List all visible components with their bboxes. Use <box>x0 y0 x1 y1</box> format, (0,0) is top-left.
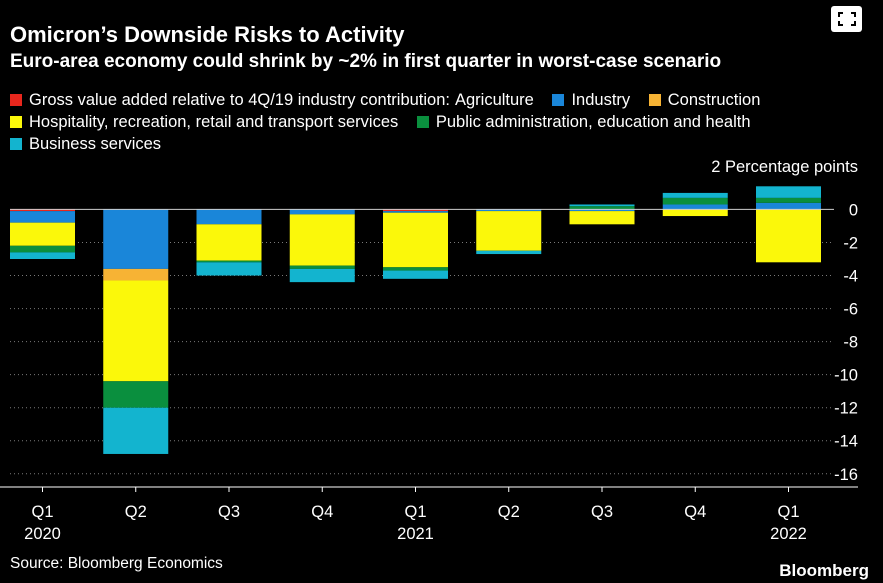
x-tick-label: Q2 <box>125 503 147 521</box>
bar-segment-industry <box>289 209 355 215</box>
y-tick-label: -4 <box>843 268 858 286</box>
bar-segment-hospitality <box>756 209 821 263</box>
legend-item-hospitality: Hospitality, recreation, retail and tran… <box>10 111 398 133</box>
legend-swatch-business-services <box>10 138 22 150</box>
bar-segment-industry <box>383 211 448 213</box>
x-tick-year-label: 2022 <box>770 525 807 543</box>
bar-segment-business-services <box>756 186 821 198</box>
bar-segment-business-services <box>103 407 169 454</box>
bar-segment-business-services <box>662 192 728 198</box>
source-note: Source: Bloomberg Economics <box>10 555 223 572</box>
y-tick-label: -16 <box>834 466 858 484</box>
bar-segment-hospitality <box>476 211 542 251</box>
legend-swatch-public-admin <box>416 116 429 128</box>
legend-row: Business services <box>10 133 870 155</box>
bar-segment-industry <box>10 211 75 223</box>
bar-segment-industry <box>476 209 542 212</box>
legend-swatch-agriculture <box>10 94 22 106</box>
x-tick-label: Q1 <box>404 503 426 521</box>
legend-item-construction: Construction <box>648 89 761 111</box>
bar-segment-hospitality <box>103 280 169 382</box>
bar-segment-industry <box>756 202 821 210</box>
x-tick-year-label: 2021 <box>397 525 434 543</box>
bar-segment-agriculture <box>383 209 448 212</box>
bar-segment-hospitality <box>10 222 75 246</box>
legend-item-public-admin: Public administration, education and hea… <box>416 111 751 133</box>
bar-segment-public-admin <box>569 206 635 210</box>
expand-icon <box>837 12 856 26</box>
bar-segment-public-admin <box>289 265 355 269</box>
bloomberg-logo: Bloomberg <box>779 561 869 580</box>
chart-subtitle: Euro-area economy could shrink by ~2% in… <box>10 51 722 72</box>
bar-segment-public-admin <box>383 267 448 271</box>
expand-button[interactable] <box>831 6 862 32</box>
chart-title: Omicron’s Downside Risks to Activity <box>10 22 405 47</box>
x-tick-label: Q4 <box>684 503 706 521</box>
y-tick-label: -6 <box>843 301 858 319</box>
legend-prefix: Gross value added relative to 4Q/19 indu… <box>29 91 450 109</box>
x-tick-label: Q2 <box>498 503 520 521</box>
x-tick-label: Q3 <box>591 503 613 521</box>
bar-segment-business-services <box>569 204 635 207</box>
bar-segment-hospitality <box>289 214 355 266</box>
x-tick-label: Q1 <box>31 503 53 521</box>
bar-segment-public-admin <box>662 197 728 205</box>
legend-swatch-construction <box>648 94 661 106</box>
legend-row: Hospitality, recreation, retail and tran… <box>10 111 870 133</box>
legend-label-industry: Industry <box>571 91 631 109</box>
legend-label-construction: Construction <box>667 91 761 109</box>
bar-segment-business-services <box>476 250 542 255</box>
y-tick-label: -8 <box>843 334 858 352</box>
bar-segment-business-services <box>383 270 448 279</box>
bar-segment-hospitality <box>383 212 448 268</box>
bar-segment-industry <box>103 209 169 269</box>
bar-segment-industry <box>569 209 635 212</box>
y-tick-label: 0 <box>849 201 858 219</box>
bar-segment-agriculture <box>10 209 75 212</box>
bar-segment-public-admin <box>756 197 821 203</box>
x-tick-year-label: 2020 <box>24 525 61 543</box>
bar-segment-business-services <box>196 262 262 276</box>
legend-label-hospitality: Hospitality, recreation, retail and tran… <box>29 113 399 131</box>
bar-segment-hospitality <box>569 211 635 225</box>
legend-label-agriculture: Agriculture <box>454 91 534 109</box>
legend-label-business-services: Business services <box>29 135 162 153</box>
bar-segment-industry <box>196 209 262 225</box>
bar-segment-hospitality <box>662 209 728 217</box>
bar-segment-business-services <box>289 268 355 283</box>
bar-segment-public-admin <box>196 260 262 263</box>
y-tick-label: -14 <box>834 433 858 451</box>
x-tick-label: Q1 <box>777 503 799 521</box>
bar-segment-industry <box>662 204 728 210</box>
legend-swatch-hospitality <box>10 116 22 128</box>
legend-row: Gross value added relative to 4Q/19 indu… <box>10 89 870 111</box>
legend-item-agriculture: Gross value added relative to 4Q/19 indu… <box>10 89 534 111</box>
x-tick-label: Q4 <box>311 503 333 521</box>
y-axis-unit-label: 2 Percentage points <box>711 158 858 176</box>
legend: Gross value added relative to 4Q/19 indu… <box>10 89 870 155</box>
bar-segment-construction <box>103 268 169 281</box>
bar-segment-public-admin <box>10 245 75 253</box>
legend-item-industry: Industry <box>552 89 630 111</box>
bar-segment-public-admin <box>103 381 169 408</box>
bar-segment-business-services <box>10 252 75 259</box>
y-tick-label: -12 <box>834 400 858 418</box>
legend-swatch-industry <box>552 94 565 106</box>
bar-segment-hospitality <box>196 224 262 261</box>
legend-item-business-services: Business services <box>10 133 161 155</box>
y-tick-label: -2 <box>843 234 858 252</box>
y-tick-label: -10 <box>834 367 858 385</box>
x-tick-label: Q3 <box>218 503 240 521</box>
legend-label-public-admin: Public administration, education and hea… <box>435 113 751 131</box>
